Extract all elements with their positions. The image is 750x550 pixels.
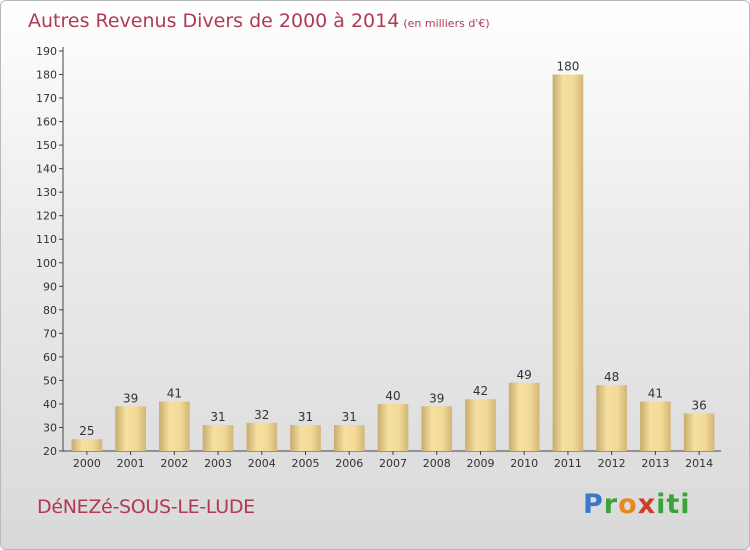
x-tick-label: 2010: [510, 457, 538, 470]
y-tick-label: 30: [43, 421, 57, 434]
bar: [290, 425, 321, 451]
value-label: 36: [691, 398, 706, 412]
unit-label: (en milliers d'€): [403, 17, 490, 30]
x-tick-label: 2007: [379, 457, 407, 470]
y-tick-label: 170: [36, 92, 57, 105]
bar: [640, 401, 671, 451]
title-text: Autres Revenus Divers de 2000 à 2014: [28, 10, 400, 32]
y-tick-label: 110: [36, 233, 57, 246]
logo-letter: P: [583, 489, 604, 520]
bar: [71, 439, 103, 451]
logo-letter: iti: [656, 489, 691, 520]
value-label: 39: [123, 391, 138, 405]
value-label: 41: [648, 387, 663, 401]
bar: [508, 382, 540, 451]
x-tick-label: 2013: [641, 457, 669, 470]
bar: [596, 385, 627, 451]
y-tick-label: 160: [36, 116, 57, 129]
bar: [159, 401, 190, 451]
value-label: 49: [517, 368, 532, 382]
bar: [377, 403, 409, 451]
value-label: 25: [79, 424, 94, 438]
value-label: 42: [473, 384, 488, 398]
x-tick-label: 2014: [685, 457, 713, 470]
logo-letter: x: [637, 489, 657, 520]
value-label: 48: [604, 370, 619, 384]
y-tick-label: 60: [43, 351, 57, 364]
x-tick-label: 2000: [73, 457, 101, 470]
y-tick-label: 20: [43, 445, 57, 458]
value-label: 31: [342, 410, 357, 424]
x-tick-label: 2008: [423, 457, 451, 470]
bar: [465, 399, 496, 451]
x-tick-label: 2006: [335, 457, 363, 470]
y-tick-label: 190: [36, 45, 57, 58]
y-tick-label: 90: [43, 280, 57, 293]
x-tick-label: 2012: [598, 457, 626, 470]
x-tick-label: 2011: [554, 457, 582, 470]
value-label: 180: [556, 60, 579, 74]
bar: [333, 425, 365, 451]
bar: [246, 422, 278, 451]
logo-letter: r: [603, 489, 619, 520]
bar: [683, 413, 715, 451]
value-label: 31: [210, 410, 225, 424]
logo-letter: o: [618, 489, 638, 520]
y-tick-label: 120: [36, 210, 57, 223]
x-tick-label: 2003: [204, 457, 232, 470]
value-label: 39: [429, 391, 444, 405]
town-name: DéNEZé-SOUS-LE-LUDE: [37, 496, 255, 518]
proxiti-logo: Proxiti: [583, 489, 691, 520]
y-tick-label: 150: [36, 139, 57, 152]
y-tick-label: 130: [36, 186, 57, 199]
y-tick-label: 70: [43, 327, 57, 340]
bar: [115, 406, 146, 451]
bar: [421, 406, 453, 451]
x-tick-label: 2002: [160, 457, 188, 470]
bar: [202, 425, 234, 451]
y-tick-label: 80: [43, 304, 57, 317]
value-label: 41: [167, 387, 182, 401]
value-label: 31: [298, 410, 313, 424]
y-tick-label: 50: [43, 374, 57, 387]
chart-title: Autres Revenus Divers de 2000 à 2014 (en …: [28, 10, 490, 32]
value-label: 40: [385, 389, 400, 403]
x-tick-label: 2001: [117, 457, 145, 470]
y-tick-label: 40: [43, 398, 57, 411]
value-label: 32: [254, 408, 269, 422]
bar: [552, 74, 584, 451]
y-tick-label: 100: [36, 257, 57, 270]
y-tick-label: 140: [36, 163, 57, 176]
x-tick-label: 2009: [466, 457, 494, 470]
x-tick-label: 2005: [292, 457, 320, 470]
x-tick-label: 2004: [248, 457, 276, 470]
y-tick-label: 180: [36, 69, 57, 82]
